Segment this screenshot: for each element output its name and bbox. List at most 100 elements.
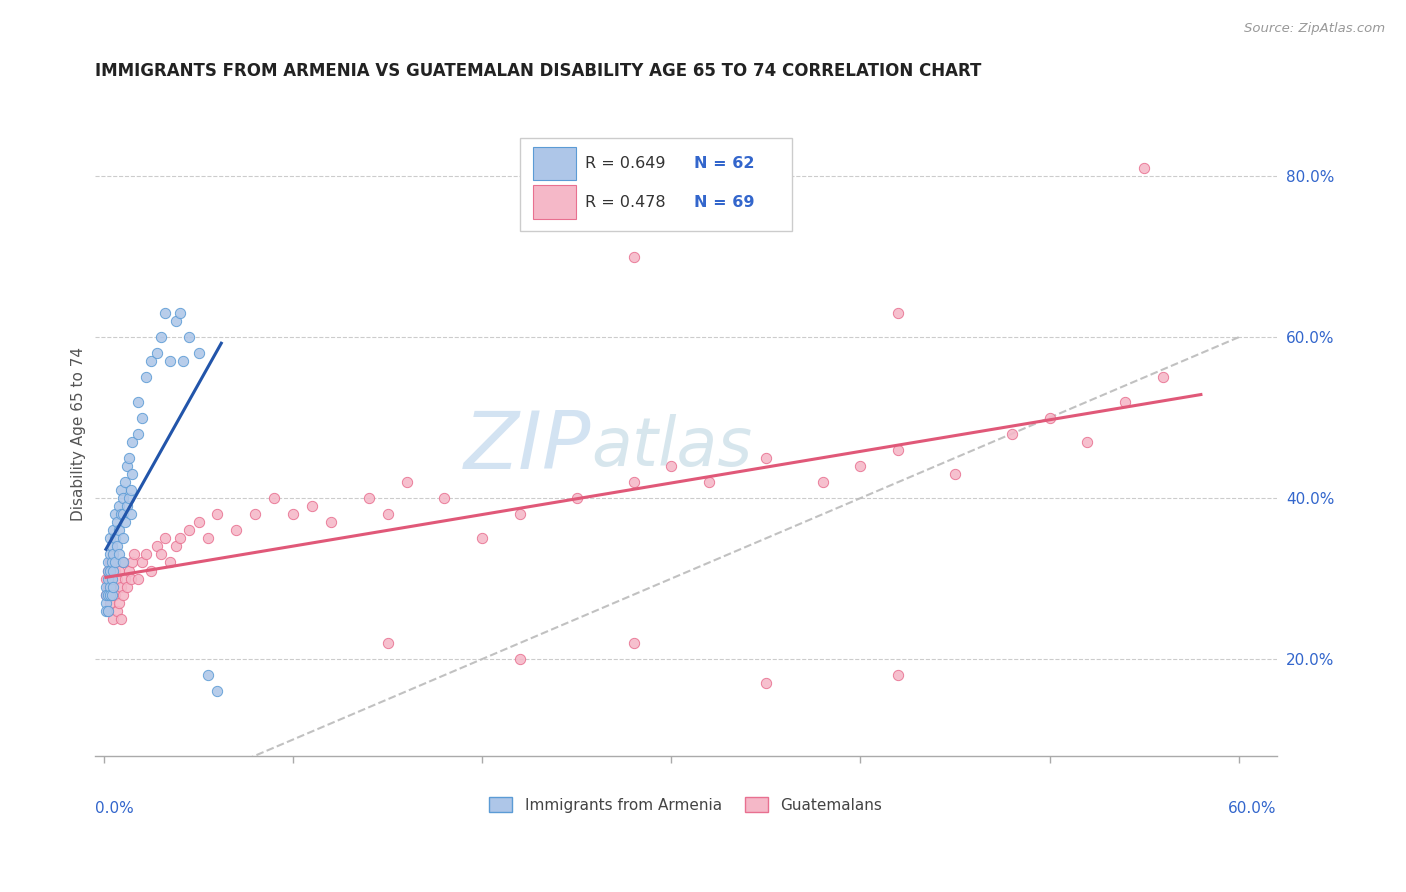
Point — [141, 354, 163, 368]
Y-axis label: Disability Age 65 to 74: Disability Age 65 to 74 — [72, 347, 86, 521]
Text: R = 0.478: R = 0.478 — [585, 194, 665, 210]
Point — [108, 524, 131, 538]
Point — [108, 596, 131, 610]
Point — [110, 483, 132, 497]
Point — [105, 540, 128, 554]
Point — [104, 564, 127, 578]
Point — [131, 410, 153, 425]
Point — [97, 556, 120, 570]
Point — [111, 532, 134, 546]
Point — [98, 596, 121, 610]
FancyBboxPatch shape — [520, 137, 792, 231]
Point — [120, 572, 142, 586]
Point — [98, 588, 121, 602]
Point — [94, 604, 117, 618]
Point — [114, 475, 136, 489]
Point — [103, 548, 125, 562]
Point — [135, 370, 157, 384]
Point — [887, 442, 910, 457]
Point — [849, 458, 872, 473]
Text: atlas: atlas — [591, 414, 752, 480]
Point — [197, 668, 219, 682]
Point — [115, 499, 138, 513]
Text: N = 69: N = 69 — [693, 194, 755, 210]
Point — [100, 588, 122, 602]
Point — [172, 354, 194, 368]
Point — [623, 475, 645, 489]
Point — [100, 572, 122, 586]
Point — [433, 491, 456, 505]
Point — [149, 548, 172, 562]
Point — [943, 467, 966, 481]
Point — [98, 548, 121, 562]
Point — [100, 588, 122, 602]
Point — [105, 572, 128, 586]
Point — [301, 499, 323, 513]
Point — [187, 515, 209, 529]
Point — [98, 572, 121, 586]
Point — [179, 330, 201, 344]
Point — [121, 556, 143, 570]
Point — [169, 306, 191, 320]
Point — [105, 604, 128, 618]
Text: ZIP: ZIP — [464, 408, 591, 485]
Point — [169, 532, 191, 546]
Point — [98, 564, 121, 578]
Point — [117, 491, 139, 505]
Point — [471, 532, 494, 546]
Point — [127, 426, 149, 441]
Point — [108, 499, 131, 513]
Point — [97, 604, 120, 618]
Point — [114, 572, 136, 586]
Point — [165, 314, 187, 328]
Point — [94, 588, 117, 602]
Point — [110, 612, 132, 626]
Point — [623, 636, 645, 650]
Point — [357, 491, 380, 505]
Point — [97, 564, 120, 578]
Point — [146, 346, 169, 360]
Point — [153, 532, 176, 546]
Point — [146, 540, 169, 554]
Point — [281, 507, 304, 521]
Point — [103, 524, 125, 538]
Point — [187, 346, 209, 360]
Point — [197, 532, 219, 546]
Point — [97, 580, 120, 594]
Point — [509, 652, 531, 666]
Point — [207, 684, 229, 698]
Point — [121, 434, 143, 449]
Point — [207, 507, 229, 521]
Point — [225, 524, 247, 538]
Point — [117, 450, 139, 465]
Text: N = 62: N = 62 — [693, 156, 755, 171]
Point — [103, 612, 125, 626]
FancyBboxPatch shape — [533, 146, 575, 180]
Point — [103, 564, 125, 578]
Point — [319, 515, 342, 529]
Point — [114, 515, 136, 529]
Point — [98, 532, 121, 546]
Point — [121, 467, 143, 481]
Point — [111, 556, 134, 570]
Point — [111, 507, 134, 521]
Point — [98, 556, 121, 570]
Point — [97, 564, 120, 578]
Point — [105, 515, 128, 529]
Point — [395, 475, 418, 489]
Point — [263, 491, 285, 505]
Point — [127, 394, 149, 409]
Point — [97, 588, 120, 602]
Point — [117, 564, 139, 578]
Text: 60.0%: 60.0% — [1227, 801, 1277, 815]
Point — [104, 556, 127, 570]
Point — [623, 250, 645, 264]
Point — [887, 306, 910, 320]
Point — [811, 475, 834, 489]
Point — [135, 548, 157, 562]
Point — [245, 507, 267, 521]
Text: 0.0%: 0.0% — [94, 801, 134, 815]
Point — [97, 604, 120, 618]
Point — [115, 580, 138, 594]
Point — [127, 572, 149, 586]
